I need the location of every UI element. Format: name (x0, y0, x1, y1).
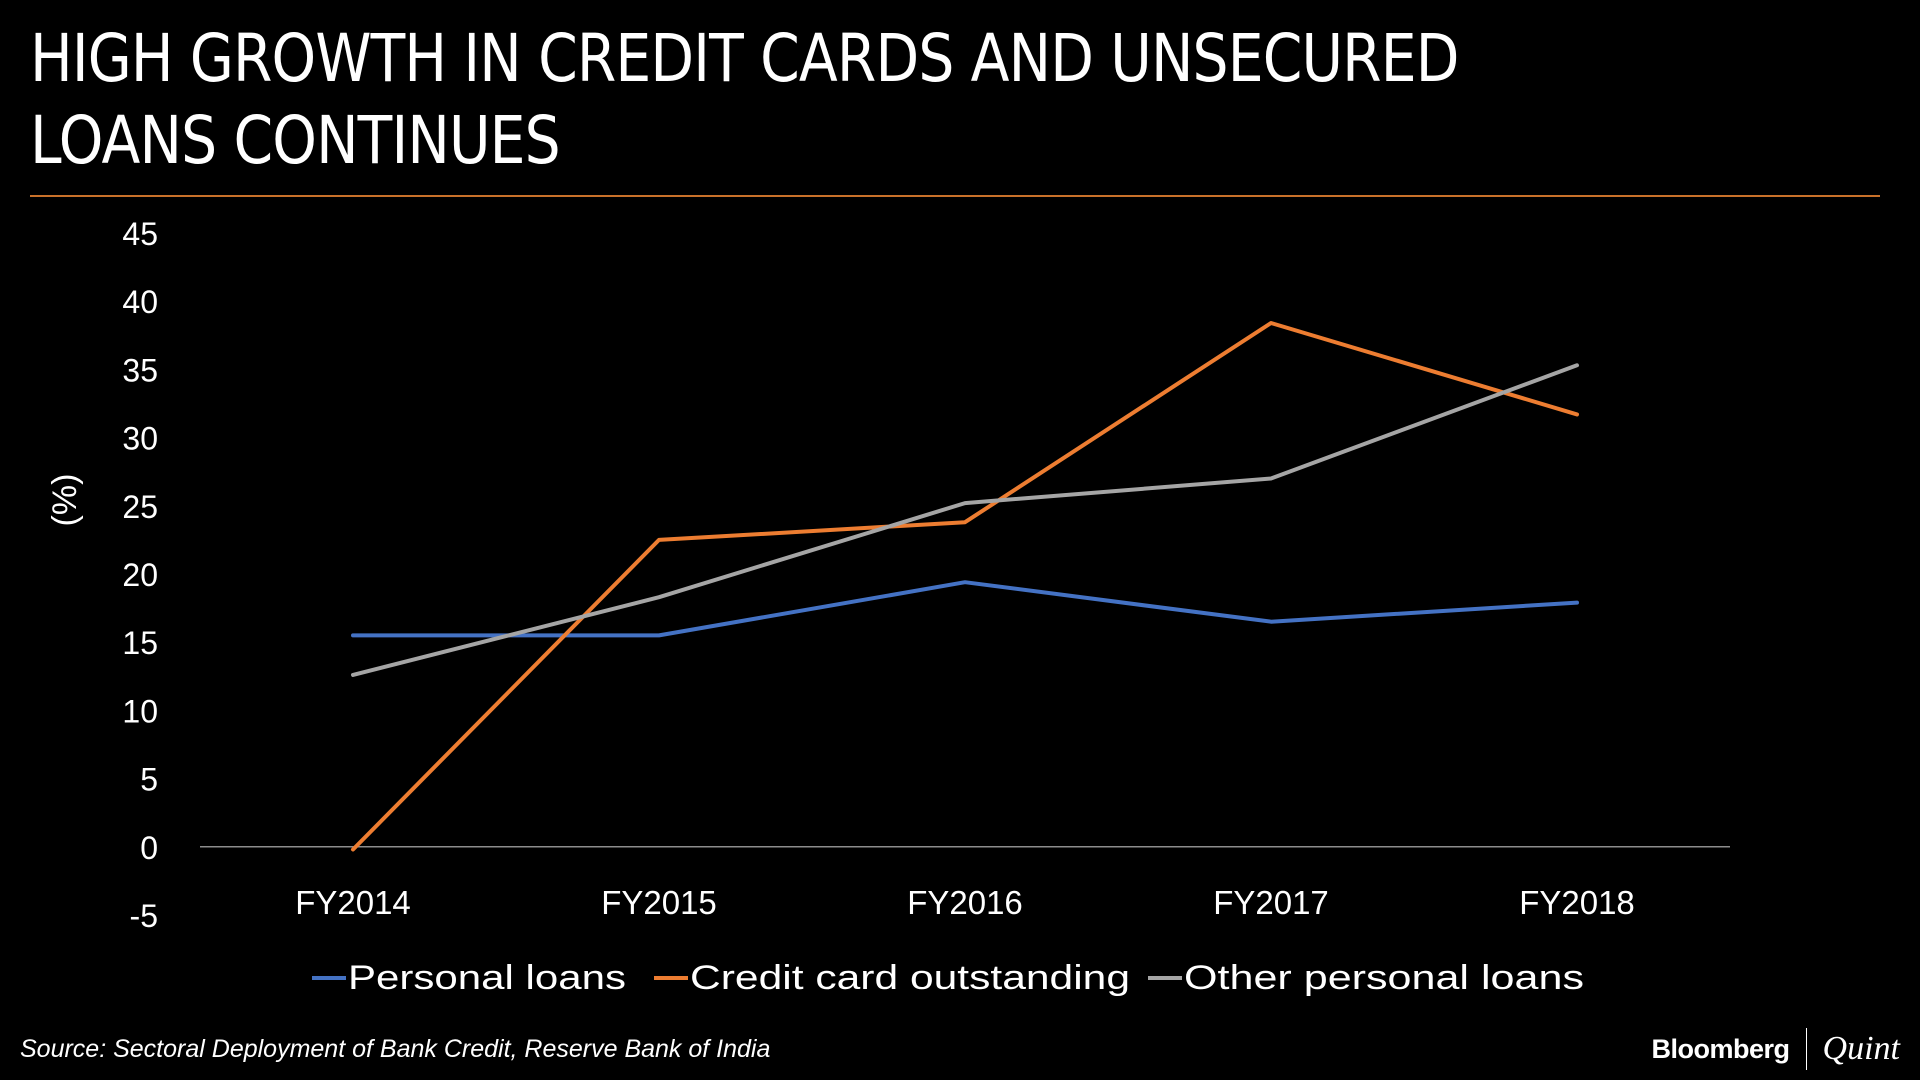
x-tick-label: FY2016 (907, 884, 1023, 921)
series-line-1 (351, 580, 1579, 638)
x-axis-ticks: FY2014 FY2015 FY2016 FY2017 FY2018 (295, 884, 1635, 921)
y-tick-label: 30 (122, 421, 158, 457)
y-tick-label: 10 (122, 693, 158, 729)
y-tick-label: 0 (140, 830, 158, 866)
series-line-2 (351, 321, 1579, 852)
y-axis-ticks: -5 0 5 10 15 20 25 30 35 40 45 (122, 216, 158, 934)
y-tick-label: 5 (140, 762, 158, 798)
brand-logo: Bloomberg Quint (1652, 1028, 1900, 1070)
y-tick-label: 40 (122, 284, 158, 320)
source-note: Source: Sectoral Deployment of Bank Cred… (20, 1035, 771, 1063)
y-tick-label: 45 (122, 216, 158, 252)
chart-title: HIGH GROWTH IN CREDIT CARDS AND UNSECURE… (30, 20, 1459, 179)
brand-separator (1805, 1028, 1807, 1070)
x-tick-label: FY2018 (1519, 884, 1635, 921)
series-lines (351, 321, 1579, 852)
y-tick-label: 15 (122, 625, 158, 661)
series-line-3 (351, 363, 1579, 677)
x-tick-label: FY2014 (295, 884, 411, 921)
y-tick-label: -5 (130, 898, 158, 934)
y-axis-label: (%) (46, 474, 84, 527)
title-divider (30, 195, 1880, 197)
brand-quint: Quint (1822, 1030, 1900, 1067)
legend-label-1: Personal loans (348, 959, 626, 997)
y-tick-label: 35 (122, 352, 158, 388)
legend-label-3: Other personal loans (1184, 959, 1584, 997)
x-tick-label: FY2015 (601, 884, 717, 921)
y-tick-label: 25 (122, 489, 158, 525)
y-tick-label: 20 (122, 557, 158, 593)
brand-bloomberg: Bloomberg (1651, 1033, 1791, 1064)
legend-label-2: Credit card outstanding (690, 959, 1130, 997)
legend: Personal loans Credit card outstanding Oth… (312, 959, 1584, 997)
x-tick-label: FY2017 (1213, 884, 1329, 921)
